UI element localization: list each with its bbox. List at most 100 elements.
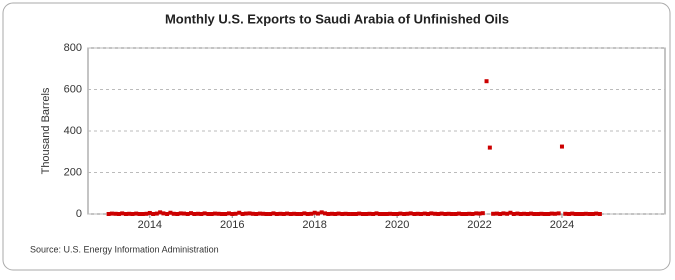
point [134,211,139,216]
point [292,211,297,216]
point [350,212,355,216]
point [178,211,183,216]
point [433,211,438,216]
point [501,211,506,216]
point [446,211,451,216]
point [587,212,592,216]
point [171,211,176,216]
point [233,211,238,216]
point [196,211,201,216]
point [484,79,489,84]
point [278,211,283,216]
point [463,212,468,216]
point [374,211,379,216]
point [449,212,454,216]
point [343,211,348,216]
point [552,211,557,216]
point [285,211,290,216]
point [467,211,472,216]
y-axis-label: Thousand Barrels [40,87,52,174]
point [367,211,372,216]
point [487,145,492,150]
point [515,211,520,216]
point [336,211,341,216]
point [151,212,156,216]
point [299,212,304,216]
point [494,211,499,216]
point [240,212,245,216]
point [415,211,420,216]
point [594,211,599,216]
point [329,211,334,216]
source: Source: U.S. Energy Information Administ… [30,244,219,254]
point [402,212,407,216]
point [140,212,145,216]
point [250,211,255,216]
point [542,212,547,216]
point [398,211,403,216]
point [518,212,523,216]
point [422,211,427,216]
y-tick-label: 400 [64,125,82,137]
point [333,212,338,216]
point [144,211,149,216]
point [559,144,564,149]
point [161,211,166,216]
point [274,212,279,216]
point [175,212,180,216]
point [158,210,163,215]
point [309,211,314,216]
point [226,211,231,216]
point [384,212,389,216]
point [230,212,235,216]
point [371,212,376,216]
point [268,212,273,216]
point [237,210,242,215]
chart-title: Monthly U.S. Exports to Saudi Arabia of … [165,11,509,26]
x-tick-label: 2024 [550,219,574,231]
point [185,212,190,216]
point [381,212,386,216]
point [405,211,410,216]
point [590,212,595,216]
point [209,212,214,216]
point [388,211,393,216]
point [312,210,317,215]
y-tick-label: 800 [64,42,82,54]
point [436,212,441,216]
point [353,212,358,216]
point [113,211,118,216]
point [477,211,482,216]
point [206,212,211,216]
point [130,212,135,216]
point [254,212,259,216]
point [120,211,125,216]
point [525,212,530,216]
point [326,212,331,216]
point [288,212,293,216]
point [319,210,324,215]
y-tick-label: 200 [64,166,82,178]
point [271,211,276,216]
point [202,211,207,216]
point [109,211,114,216]
point [597,212,602,216]
point [168,210,173,215]
point [147,210,152,215]
point [539,211,544,216]
point [583,211,588,216]
point [408,211,413,216]
point [556,211,561,216]
point [426,212,431,216]
x-tick-label: 2018 [302,219,326,231]
point [264,212,269,216]
point [247,211,252,216]
point [580,212,585,216]
point [546,212,551,216]
point [577,212,582,216]
point [429,211,434,216]
point [453,212,458,216]
x-tick-label: 2022 [467,219,491,231]
point [106,212,111,216]
